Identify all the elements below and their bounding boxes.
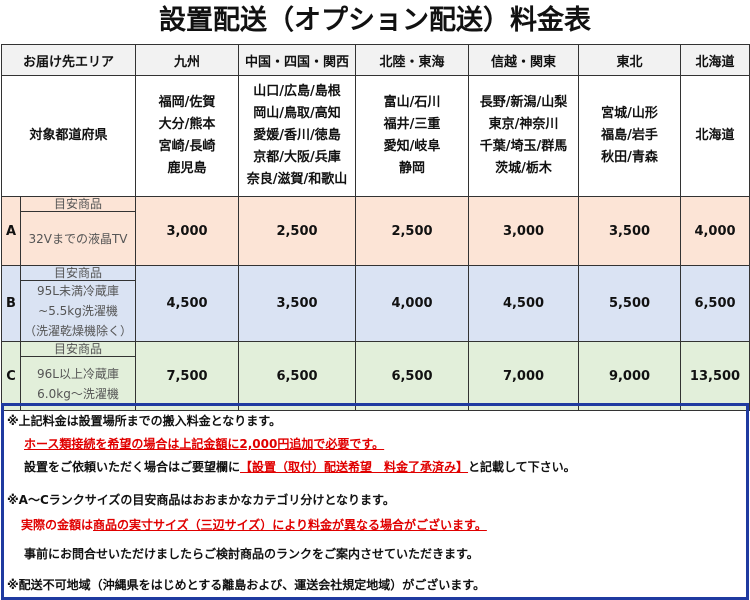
note-1: ※上記料金は設置場所までの搬入料金となります。: [7, 414, 282, 428]
prefecture-cell: 山口/広島/島根 岡山/鳥取/高知 愛媛/香川/徳島 京都/大阪/兵庫 奈良/滋賀/和歌…: [238, 75, 357, 197]
guide-item: （洗濯乾燥機除く）: [24, 324, 133, 338]
prefecture-line: 福岡/佐賀: [158, 95, 216, 110]
price-cell: 4,500: [468, 265, 580, 342]
price-cell: 6,500: [680, 265, 750, 342]
guide-item: 32Vまでの液晶TV: [28, 231, 128, 246]
prefecture-line: 岡山/鳥取/高知: [253, 106, 341, 121]
price-cell: 4,000: [355, 265, 470, 342]
prefecture-cell: 富山/石川福井/三重愛知/岐阜静岡: [355, 75, 470, 197]
note-1-request-a: 設置をご依頼いただく場合はご要望欄に: [24, 460, 241, 474]
prefecture-line: 福島/岩手: [601, 128, 658, 143]
prefecture-cell: 福岡/佐賀大分/熊本宮崎/長崎鹿児島: [135, 75, 240, 197]
page-title: 設置配送（オプション配送）料金表: [159, 5, 591, 36]
prefecture-line: 愛媛/香川/徳島: [253, 128, 341, 143]
prefecture-line: 長野/新潟/山梨: [479, 95, 568, 110]
price-cell: 6,500: [355, 341, 470, 411]
price-cell: 7,500: [135, 341, 240, 411]
note-1-hose: ホース類接続を希望の場合は上記金額に2,000円追加で必要です。: [24, 437, 385, 451]
note-2-price-b: 商品の実寸サイズ（三辺サイズ）により料金が異なる場合がございます。: [93, 518, 487, 532]
note-1-request: 設置をご依頼いただく場合はご要望欄に【設置（取付）配送希望 料金了承済み】と記載…: [24, 458, 576, 475]
prefecture-line: 北海道: [695, 128, 735, 143]
note-2-price-a: 実際の金額は: [21, 518, 94, 532]
prefecture-cell: 宮城/山形福島/岩手秋田/青森: [578, 75, 682, 197]
prefecture-row: 対象都道府県 福岡/佐賀 大分/熊本 宮崎/長崎 鹿児島 山口/広島/島根 岡山/鳥取/高…: [0, 75, 750, 197]
price-cell: 2,500: [238, 196, 357, 266]
price-cell: 4,000: [680, 196, 750, 266]
rank-row-b: B 目安商品 95L未満冷蔵庫 ~5.5kg洗濯機 （洗濯乾燥機除く） 4,500 3,50…: [1, 265, 750, 342]
prefecture-cell: 北海道: [680, 75, 750, 197]
price-cell: 5,500: [578, 265, 682, 342]
region-header: 北陸・東海: [355, 44, 470, 76]
price-cell: 4,500: [135, 265, 240, 342]
area-label: お届け先エリア: [0, 44, 137, 76]
note-2: ※A～Cランクサイズの目安商品はおおまかなカテゴリ分けとなります。: [7, 493, 395, 507]
guide-product-cell: 目安商品 96L以上冷蔵庫 6.0kg～洗濯機: [19, 341, 137, 411]
header-row: お届け先エリア 九州 中国・四国・関西 北陸・東海 信越・関東 東北 北海道: [0, 44, 750, 76]
prefecture-line: 東京/神奈川: [488, 117, 559, 132]
guide-label: 目安商品: [21, 342, 136, 357]
rate-table: お届け先エリア 九州 中国・四国・関西 北陸・東海 信越・関東 東北 北海道 対…: [0, 44, 750, 411]
rank-row-c: C 目安商品 96L以上冷蔵庫 6.0kg～洗濯機 7,500 6,500 6,500 7,0…: [1, 341, 750, 411]
prefecture-cell: 長野/新潟/山梨 東京/神奈川 千葉/埼玉/群馬 茨城/栃木: [468, 75, 580, 197]
guide-item: ~5.5kg洗濯機: [38, 304, 118, 318]
note-1-request-red: 【設置（取付）配送希望 料金了承済み】: [240, 460, 469, 474]
price-cell: 3,000: [135, 196, 240, 266]
price-cell: 9,000: [578, 341, 682, 411]
note-1-request-b: と記載して下さい。: [468, 460, 576, 474]
guide-item: 95L未満冷蔵庫: [37, 284, 119, 298]
prefecture-label: 対象都道府県: [0, 75, 137, 197]
price-cell: 6,500: [238, 341, 357, 411]
region-header: 東北: [578, 44, 682, 76]
prefecture-line: 宮崎/長崎: [158, 139, 216, 154]
price-cell: 13,500: [680, 341, 750, 411]
region-header: 信越・関東: [468, 44, 580, 76]
price-cell: 7,000: [468, 341, 580, 411]
rank-row-a: A 目安商品 32Vまでの液晶TV 3,000 2,500 2,500 3,000 3,500…: [1, 196, 750, 266]
note-3: ※配送不可地域（沖縄県をはじめとする離島および、運送会社規定地域）がございます。: [7, 578, 486, 592]
note-2-price: 実際の金額は商品の実寸サイズ（三辺サイズ）により料金が異なる場合がございます。: [21, 516, 487, 533]
prefecture-line: 大分/熊本: [158, 117, 216, 132]
rank-letter: B: [1, 265, 21, 342]
guide-product-cell: 目安商品 32Vまでの液晶TV: [19, 196, 137, 266]
prefecture-line: 富山/石川: [383, 95, 441, 110]
guide-product-cell: 目安商品 95L未満冷蔵庫 ~5.5kg洗濯機 （洗濯乾燥機除く）: [19, 265, 137, 342]
guide-item: 6.0kg～洗濯機: [37, 386, 119, 401]
guide-label: 目安商品: [21, 266, 136, 281]
note-2-inquiry: 事前にお問合せいただけましたらご検討商品のランクをご案内させていただきます。: [24, 547, 479, 561]
prefecture-line: 愛知/岐阜: [383, 139, 441, 154]
region-header: 中国・四国・関西: [238, 44, 357, 76]
guide-label: 目安商品: [21, 197, 136, 212]
prefecture-line: 山口/広島/島根: [253, 84, 341, 99]
prefecture-line: 鹿児島: [167, 161, 207, 176]
prefecture-line: 千葉/埼玉/群馬: [479, 139, 568, 154]
prefecture-line: 奈良/滋賀/和歌山: [246, 172, 348, 187]
prefecture-line: 福井/三重: [383, 117, 441, 132]
price-cell: 3,000: [468, 196, 580, 266]
prefecture-line: 京都/大阪/兵庫: [253, 150, 341, 165]
prefecture-line: 茨城/栃木: [495, 161, 552, 176]
prefecture-line: 静岡: [399, 161, 426, 176]
rank-letter: A: [1, 196, 21, 266]
prefecture-line: 秋田/青森: [601, 150, 658, 165]
region-header: 九州: [135, 44, 240, 76]
price-cell: 3,500: [578, 196, 682, 266]
price-cell: 2,500: [355, 196, 470, 266]
guide-item: 96L以上冷蔵庫: [37, 366, 119, 381]
price-cell: 3,500: [238, 265, 357, 342]
notes-box: ※上記料金は設置場所までの搬入料金となります。 ホース類接続を希望の場合は上記金…: [1, 403, 749, 600]
prefecture-line: 宮城/山形: [601, 106, 658, 121]
region-header: 北海道: [680, 44, 750, 76]
rank-letter: C: [1, 341, 21, 411]
